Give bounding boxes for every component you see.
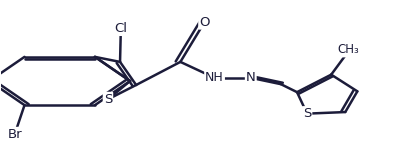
Text: S: S <box>303 107 311 120</box>
Text: CH₃: CH₃ <box>338 43 359 56</box>
Text: Cl: Cl <box>114 22 127 35</box>
Text: Br: Br <box>7 128 22 141</box>
Text: NH: NH <box>205 71 224 84</box>
Text: S: S <box>104 93 112 106</box>
Text: O: O <box>199 16 210 29</box>
Text: N: N <box>246 71 256 84</box>
